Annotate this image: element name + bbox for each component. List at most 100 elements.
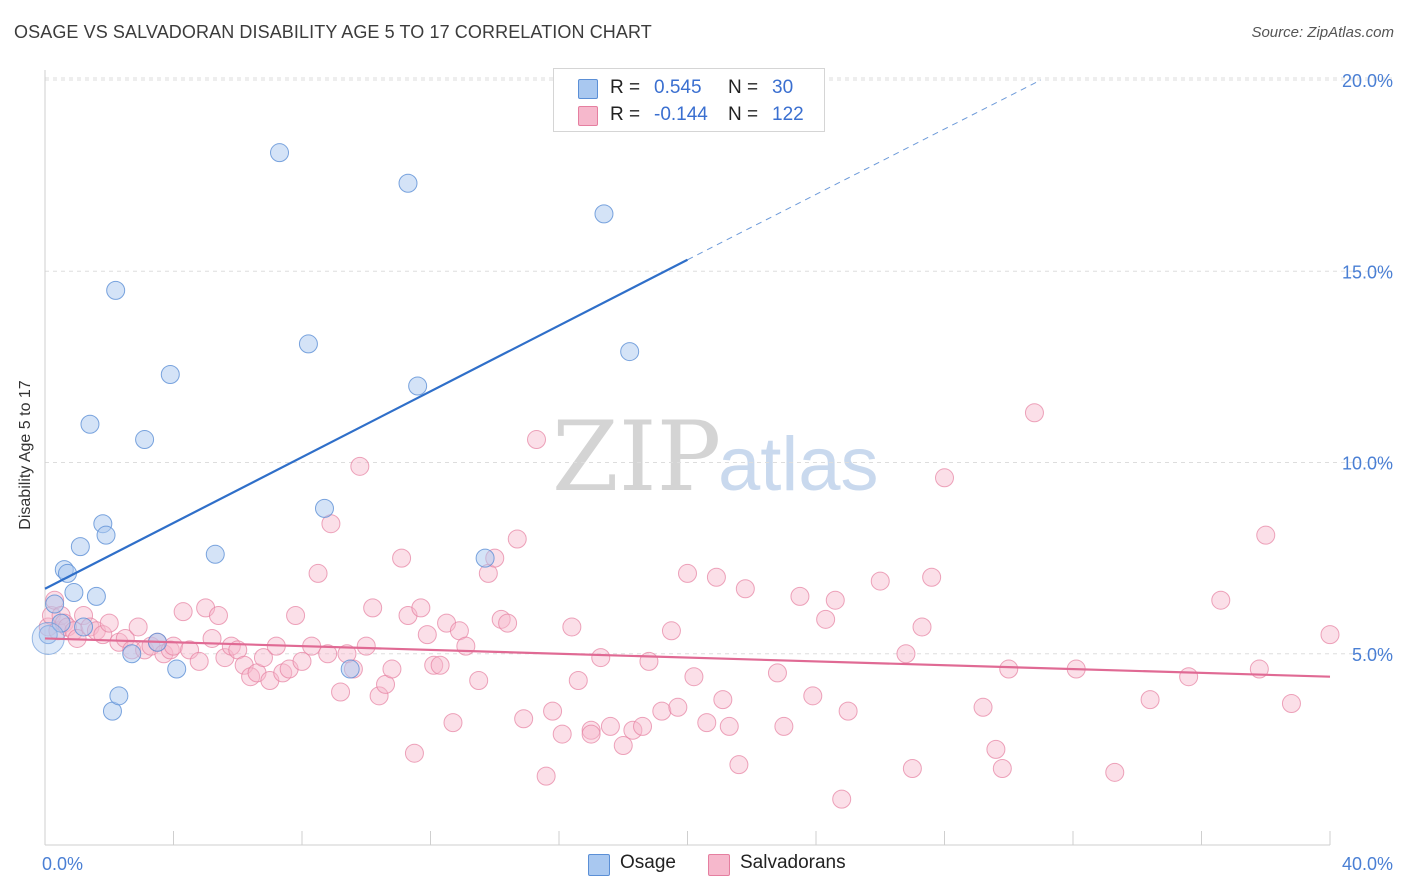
osage-point (74, 617, 94, 637)
salvadoran-point (189, 651, 209, 671)
salvadoran-point (999, 659, 1019, 679)
osage-point (314, 498, 334, 518)
salvadoran-point (507, 529, 527, 549)
osage-point (135, 430, 155, 450)
osage-point (340, 659, 360, 679)
salvadoran-point (543, 701, 563, 721)
salvadoran-point (697, 713, 717, 733)
salvadoran-trend-line (44, 637, 1331, 678)
salvadoran-point (870, 571, 890, 591)
salvadoran-point (1211, 590, 1231, 610)
salvadoran-point (600, 716, 620, 736)
salvadoran-point (803, 686, 823, 706)
salvadoran-point (208, 606, 228, 625)
salvadoran-point (973, 697, 993, 717)
osage-point (594, 204, 614, 224)
salvadoran-point (382, 659, 402, 679)
osage-trend-line (44, 258, 689, 590)
salvadoran-point (922, 567, 942, 587)
salvadoran-point (729, 755, 749, 775)
salvadoran-point (661, 621, 681, 641)
legend-r-label: R = (610, 77, 641, 98)
salvadoran-point (331, 682, 351, 702)
salvadoran-point (713, 690, 733, 710)
grid (45, 77, 1392, 655)
watermark: ZIP atlas (552, 401, 879, 513)
salvadoran-point (514, 709, 534, 729)
osage-point (298, 334, 318, 354)
salvadoran-point (369, 686, 389, 706)
legend-n-value: 122 (772, 104, 804, 125)
osage-point (70, 537, 90, 557)
osage-point (475, 548, 495, 568)
salvadoran-point (633, 716, 653, 736)
osage-point (64, 583, 84, 603)
chart-title: OSAGE VS SALVADORAN DISABILITY AGE 5 TO … (14, 22, 652, 42)
salvadoran-point (668, 697, 688, 717)
salvadoran-point (536, 766, 556, 786)
salvadoran-point (443, 713, 463, 733)
salvadoran-point (684, 667, 704, 687)
legend-n-value: 30 (772, 77, 794, 98)
y-tick-label: 10.0% (1342, 454, 1393, 474)
salvadoran-point (356, 636, 376, 656)
osage-point (160, 365, 180, 385)
osage-point (408, 376, 428, 396)
osage-point (167, 659, 187, 679)
salvadoran-point (202, 628, 222, 648)
salvadoran-point (935, 468, 954, 488)
salvadoran-point (292, 651, 312, 671)
salvadorans-legend-label: Salvadorans (740, 852, 846, 873)
x-tick-label: 40.0% (1342, 854, 1393, 874)
salvadoran-point (1179, 667, 1199, 687)
salvadoran-point (173, 602, 193, 622)
y-tick-label: 15.0% (1342, 262, 1393, 282)
watermark-zip: ZIP (552, 401, 721, 513)
salvadoran-point (639, 651, 659, 671)
salvadoran-point (318, 644, 338, 664)
salvadoran-point (456, 636, 476, 656)
salvadoran-point (825, 590, 845, 610)
osage-point (270, 143, 290, 163)
osage-point (80, 414, 100, 434)
watermark-atlas: atlas (718, 422, 879, 507)
salvadoran-point (1024, 403, 1044, 423)
salvadoran-point (838, 701, 858, 721)
salvadoran-point (99, 613, 119, 633)
osage-point (96, 525, 116, 545)
salvadoran-point (986, 739, 1006, 759)
salvadoran-point (902, 759, 922, 778)
salvadoran-point (816, 609, 836, 629)
salvadoran-point (767, 663, 787, 683)
salvadoran-point (832, 789, 852, 809)
osage-point (45, 594, 65, 614)
salvadoran-point (735, 579, 755, 599)
salvadoran-point (1140, 690, 1160, 710)
salvadoran-point (527, 430, 547, 450)
legend-n-label: N = (728, 104, 759, 125)
osage-point (205, 544, 225, 564)
bottom-legend-osage: Osage (588, 852, 698, 876)
salvadoran-point (678, 563, 697, 583)
salvadoran-point (706, 567, 726, 587)
y-tick-label: 5.0% (1352, 645, 1393, 665)
salvadoran-point (719, 716, 739, 736)
salvadoran-point (1105, 762, 1125, 782)
legend-row-osage: R = 0.545 N = 30 (554, 75, 824, 101)
salvadoran-point (363, 598, 383, 618)
osage-point (106, 280, 126, 300)
salvadoran-point (552, 724, 572, 744)
osage-point (620, 342, 640, 362)
legend-r-value: -0.144 (654, 104, 708, 125)
osage-trend-extension (687, 79, 1042, 261)
trend-lines (44, 79, 1331, 678)
salvadoran-point (417, 625, 437, 645)
bottom-legend-salvadorans: Salvadorans (708, 852, 868, 876)
salvadoran-point (568, 671, 588, 691)
salvadoran-point (430, 655, 450, 675)
osage-legend-swatch (588, 854, 610, 876)
y-tick-label: 20.0% (1342, 71, 1393, 91)
osage-point (122, 644, 142, 664)
legend-n-label: N = (728, 77, 759, 98)
